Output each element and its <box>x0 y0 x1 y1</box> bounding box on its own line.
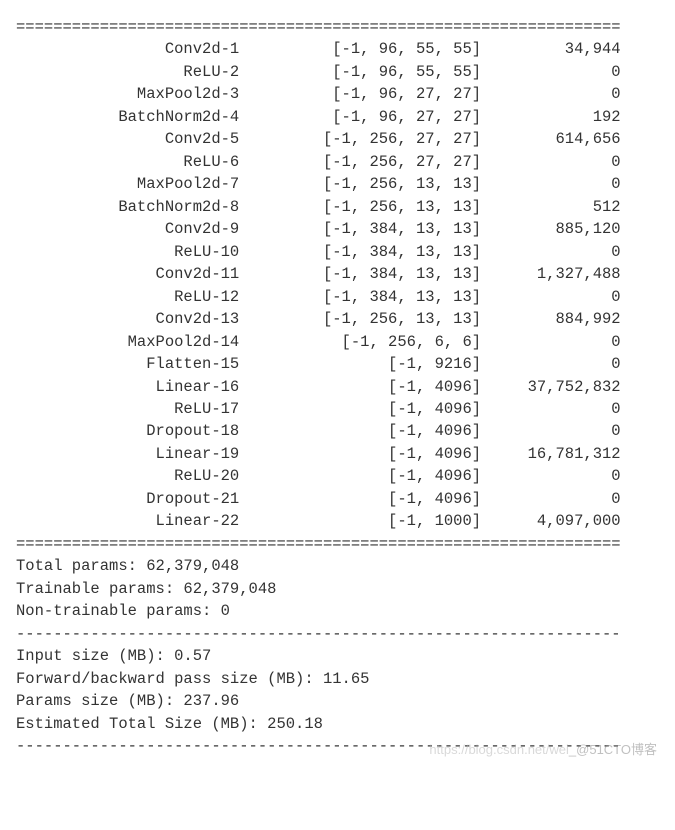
summary-output: ========================================… <box>16 16 659 757</box>
